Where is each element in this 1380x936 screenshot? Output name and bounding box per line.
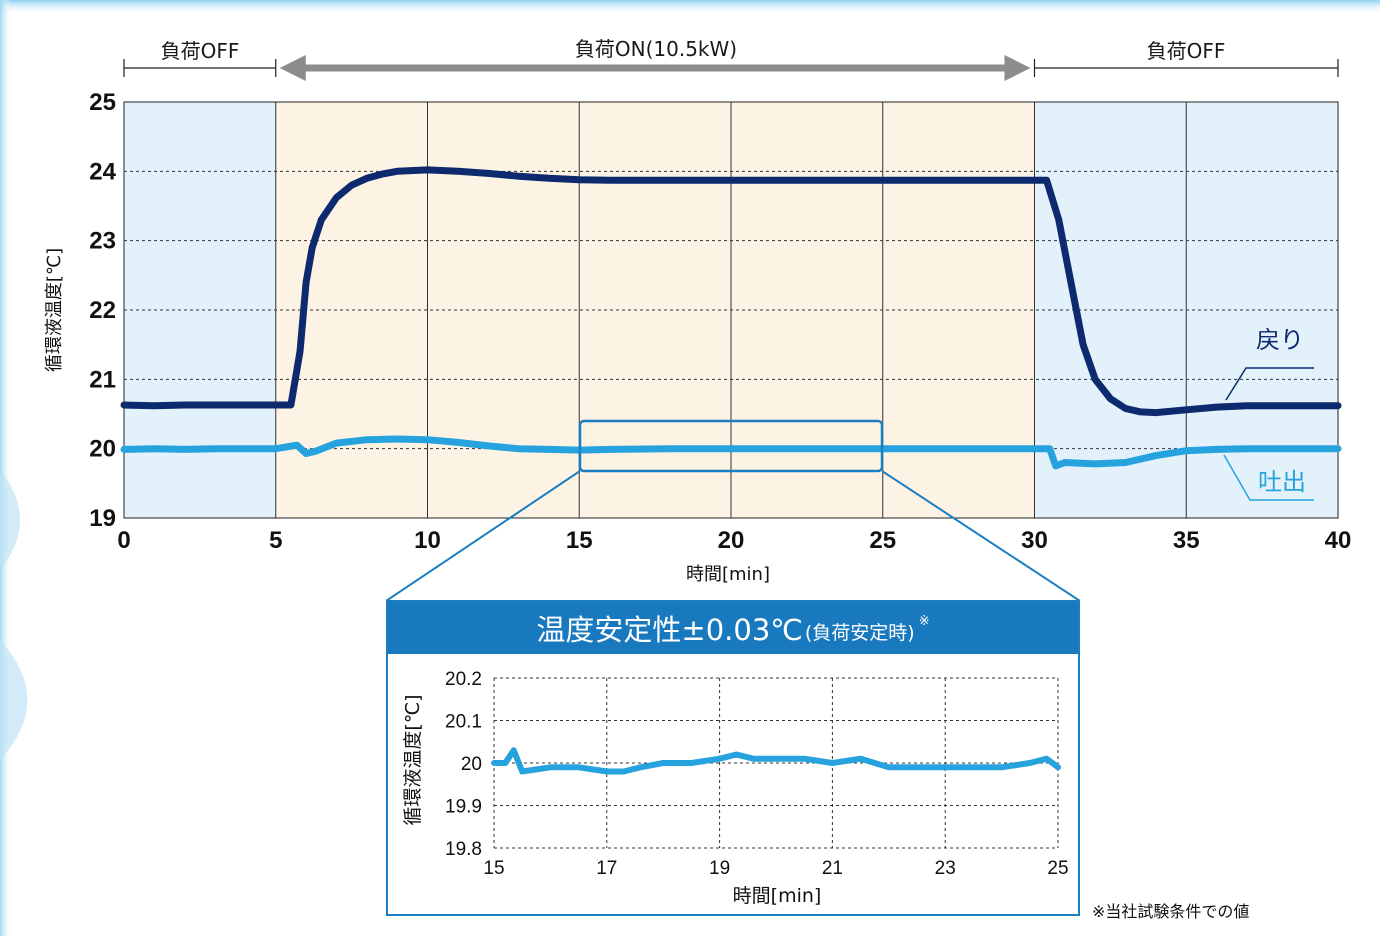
zoom-title-mark: ※ — [918, 614, 930, 629]
y-axis-title: 循環液温度[℃] — [44, 248, 65, 372]
series-line-return — [120, 166, 1342, 417]
zoom-panel: 温度安定性±0.03℃ (負荷安定時) ※ 19.8 19.9 20 20.1 20.2… — [386, 600, 1080, 916]
region-annotations: 負荷OFF 負荷ON(10.5kW) 負荷OFF — [161, 37, 1226, 63]
x-tick-label: 40 — [1325, 527, 1352, 554]
zoom-y-tick-label: 19.9 — [445, 797, 482, 818]
zoom-y-tick-label: 20.1 — [445, 712, 482, 733]
discharge-series-label: 吐出 — [1258, 468, 1306, 496]
zoom-connector-left — [385, 470, 581, 600]
y-tick-label: 25 — [89, 89, 116, 116]
discharge-label-leader — [1223, 454, 1314, 501]
x-tick-label: 10 — [414, 527, 441, 554]
zoom-x-tick-label: 15 — [483, 858, 504, 879]
region-label-on: 負荷ON(10.5kW) — [575, 37, 737, 61]
zoom-x-tick-label: 21 — [822, 858, 843, 879]
zoom-series — [491, 747, 1061, 775]
plot-frame — [123, 101, 1339, 519]
x-tick-label: 25 — [869, 527, 896, 554]
x-tick-label: 20 — [718, 527, 745, 554]
zoom-series-line-discharge — [491, 747, 1061, 775]
return-label-leader — [1225, 367, 1314, 401]
x-tick-label: 30 — [1021, 527, 1048, 554]
return-series-label: 戻り — [1256, 326, 1304, 354]
y-tick-label: 23 — [89, 228, 116, 255]
zoom-y-tick-label: 19.8 — [445, 839, 482, 860]
zoom-x-tick-label: 25 — [1047, 858, 1068, 879]
main-chart: 負荷OFF 負荷ON(10.5kW) 負荷OFF 19 20 21 22 23 24 25 0… — [44, 37, 1351, 600]
series-line-discharge — [120, 435, 1342, 470]
y-tick-label: 21 — [89, 366, 116, 393]
x-tick-label: 15 — [566, 527, 593, 554]
zoom-y-tick-label: 20 — [461, 754, 482, 775]
zoom-x-tick-label: 19 — [709, 858, 730, 879]
zoom-selection-box — [578, 419, 884, 473]
region-label-off-right: 負荷OFF — [1147, 39, 1226, 63]
zoom-panel-header: 温度安定性±0.03℃ (負荷安定時) ※ — [388, 602, 1078, 654]
y-tick-label: 22 — [89, 297, 116, 324]
x-tick-label: 0 — [117, 527, 130, 554]
zoom-y-tick-label: 20.2 — [445, 669, 482, 690]
y-tick-label: 20 — [89, 436, 116, 463]
load-on-arrow-head-left — [279, 55, 306, 81]
zoom-connector-right — [881, 470, 1081, 600]
x-tick-label: 35 — [1173, 527, 1200, 554]
zoom-x-tick-label: 17 — [596, 858, 617, 879]
zoom-callout — [385, 419, 1081, 600]
x-axis-title: 時間[min] — [686, 564, 770, 585]
y-tick-label: 24 — [89, 158, 116, 185]
zoom-grid — [493, 677, 1059, 849]
y-tick-label: 19 — [89, 505, 116, 532]
region-label-off-left: 負荷OFF — [161, 39, 240, 63]
footnote: ※当社試験条件での値 — [1092, 902, 1250, 921]
zoom-x-axis-title: 時間[min] — [733, 885, 822, 907]
series-labels: 戻り 吐出 — [1223, 326, 1314, 501]
zoom-title: 温度安定性±0.03℃ — [536, 613, 803, 647]
load-on-arrow-head-right — [1004, 55, 1031, 81]
zoom-y-axis-title: 循環液温度[℃] — [402, 694, 424, 825]
main-axes: 19 20 21 22 23 24 25 0 5 10 15 20 25 30 35 40 — [89, 55, 1351, 554]
zoom-title-suffix: (負荷安定時) — [804, 621, 915, 644]
zoom-axes: 19.8 19.9 20 20.1 20.2 15 17 19 21 23 25 — [445, 669, 1069, 879]
main-series — [120, 166, 1342, 470]
zoom-x-tick-label: 23 — [935, 858, 956, 879]
x-tick-label: 5 — [269, 527, 282, 554]
